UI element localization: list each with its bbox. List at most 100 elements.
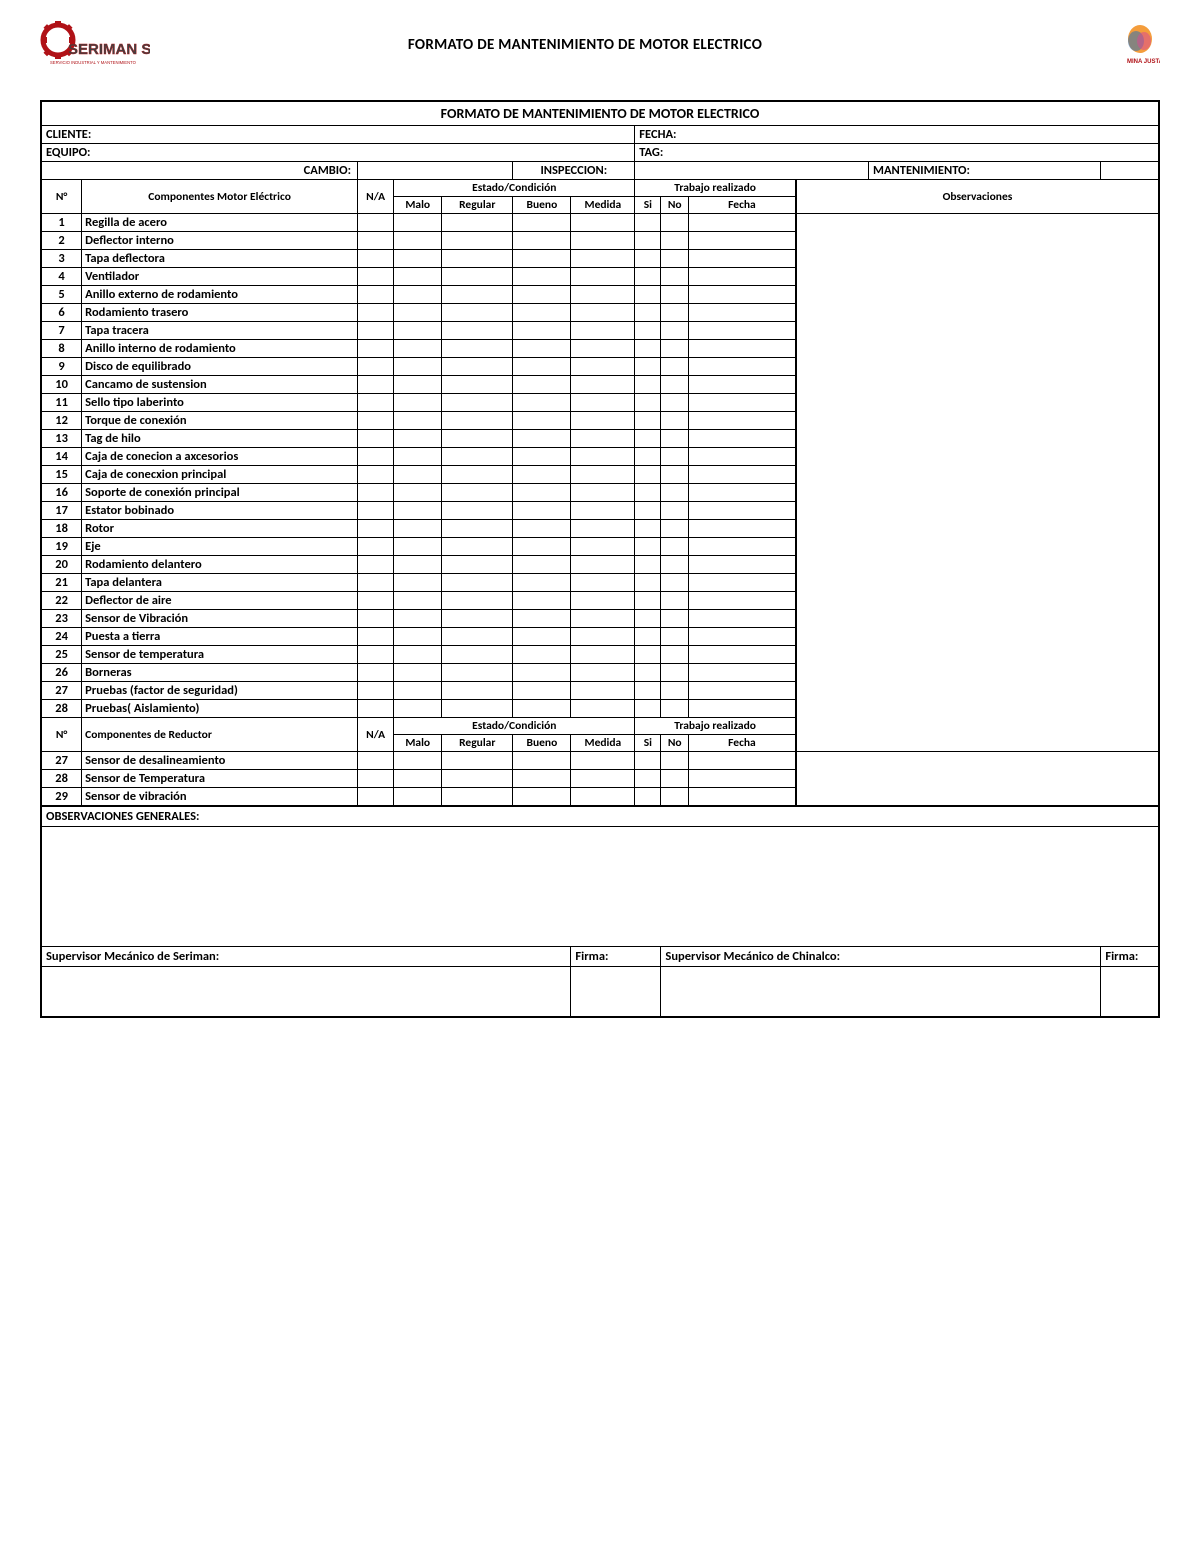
bueno-cell[interactable] bbox=[513, 610, 571, 628]
fecha-cell[interactable] bbox=[688, 556, 795, 574]
si-cell[interactable] bbox=[635, 322, 661, 340]
fecha-cell[interactable] bbox=[688, 340, 795, 358]
regular-cell[interactable] bbox=[442, 286, 513, 304]
medida-cell[interactable] bbox=[571, 376, 635, 394]
medida-cell[interactable] bbox=[571, 502, 635, 520]
no-cell[interactable] bbox=[661, 322, 689, 340]
medida-cell[interactable] bbox=[571, 322, 635, 340]
malo-cell[interactable] bbox=[394, 556, 442, 574]
medida-cell[interactable] bbox=[571, 664, 635, 682]
regular-cell[interactable] bbox=[442, 592, 513, 610]
bueno-cell[interactable] bbox=[513, 232, 571, 250]
malo-cell[interactable] bbox=[394, 340, 442, 358]
malo-cell[interactable] bbox=[394, 376, 442, 394]
bueno-cell[interactable] bbox=[513, 322, 571, 340]
regular-cell[interactable] bbox=[442, 412, 513, 430]
bueno-cell[interactable] bbox=[513, 394, 571, 412]
medida-cell[interactable] bbox=[571, 340, 635, 358]
malo-cell[interactable] bbox=[394, 430, 442, 448]
malo-cell[interactable] bbox=[394, 538, 442, 556]
medida-cell[interactable] bbox=[571, 250, 635, 268]
fecha-cell[interactable] bbox=[688, 268, 795, 286]
si-cell[interactable] bbox=[635, 376, 661, 394]
malo-cell[interactable] bbox=[394, 646, 442, 664]
regular-cell[interactable] bbox=[442, 250, 513, 268]
na-cell[interactable] bbox=[358, 664, 394, 682]
malo-cell[interactable] bbox=[394, 484, 442, 502]
fecha-cell[interactable] bbox=[688, 592, 795, 610]
si-cell[interactable] bbox=[635, 520, 661, 538]
fecha-cell[interactable] bbox=[688, 214, 795, 232]
medida-cell[interactable] bbox=[571, 304, 635, 322]
na-cell[interactable] bbox=[358, 646, 394, 664]
malo-cell[interactable] bbox=[394, 628, 442, 646]
bueno-cell[interactable] bbox=[513, 752, 571, 770]
si-cell[interactable] bbox=[635, 412, 661, 430]
fecha-cell[interactable] bbox=[688, 664, 795, 682]
si-cell[interactable] bbox=[635, 394, 661, 412]
fecha-cell[interactable] bbox=[688, 502, 795, 520]
na-cell[interactable] bbox=[358, 502, 394, 520]
medida-cell[interactable] bbox=[571, 448, 635, 466]
na-cell[interactable] bbox=[358, 250, 394, 268]
na-cell[interactable] bbox=[358, 448, 394, 466]
bueno-cell[interactable] bbox=[513, 556, 571, 574]
bueno-cell[interactable] bbox=[513, 376, 571, 394]
na-cell[interactable] bbox=[358, 412, 394, 430]
malo-cell[interactable] bbox=[394, 664, 442, 682]
no-cell[interactable] bbox=[661, 556, 689, 574]
medida-cell[interactable] bbox=[571, 232, 635, 250]
medida-cell[interactable] bbox=[571, 628, 635, 646]
malo-cell[interactable] bbox=[394, 752, 442, 770]
medida-cell[interactable] bbox=[571, 700, 635, 718]
bueno-cell[interactable] bbox=[513, 268, 571, 286]
medida-cell[interactable] bbox=[571, 520, 635, 538]
inspeccion-value[interactable] bbox=[635, 162, 869, 180]
no-cell[interactable] bbox=[661, 250, 689, 268]
fecha-cell[interactable] bbox=[688, 574, 795, 592]
bueno-cell[interactable] bbox=[513, 430, 571, 448]
si-cell[interactable] bbox=[635, 646, 661, 664]
medida-cell[interactable] bbox=[571, 574, 635, 592]
regular-cell[interactable] bbox=[442, 502, 513, 520]
no-cell[interactable] bbox=[661, 628, 689, 646]
si-cell[interactable] bbox=[635, 556, 661, 574]
na-cell[interactable] bbox=[358, 376, 394, 394]
fecha-cell[interactable] bbox=[688, 430, 795, 448]
fecha-cell[interactable] bbox=[688, 448, 795, 466]
si-cell[interactable] bbox=[635, 682, 661, 700]
malo-cell[interactable] bbox=[394, 322, 442, 340]
na-cell[interactable] bbox=[358, 574, 394, 592]
medida-cell[interactable] bbox=[571, 394, 635, 412]
fecha-cell[interactable] bbox=[688, 376, 795, 394]
si-cell[interactable] bbox=[635, 538, 661, 556]
fecha-cell[interactable] bbox=[688, 700, 795, 718]
no-cell[interactable] bbox=[661, 430, 689, 448]
malo-cell[interactable] bbox=[394, 358, 442, 376]
medida-cell[interactable] bbox=[571, 268, 635, 286]
medida-cell[interactable] bbox=[571, 412, 635, 430]
si-cell[interactable] bbox=[635, 304, 661, 322]
malo-cell[interactable] bbox=[394, 448, 442, 466]
regular-cell[interactable] bbox=[442, 430, 513, 448]
fecha-cell[interactable] bbox=[688, 610, 795, 628]
no-cell[interactable] bbox=[661, 268, 689, 286]
no-cell[interactable] bbox=[661, 646, 689, 664]
fecha-cell[interactable] bbox=[688, 538, 795, 556]
si-cell[interactable] bbox=[635, 286, 661, 304]
fecha-cell[interactable] bbox=[688, 788, 795, 807]
no-cell[interactable] bbox=[661, 592, 689, 610]
malo-cell[interactable] bbox=[394, 250, 442, 268]
bueno-cell[interactable] bbox=[513, 788, 571, 807]
si-cell[interactable] bbox=[635, 752, 661, 770]
bueno-cell[interactable] bbox=[513, 682, 571, 700]
fecha-cell[interactable] bbox=[688, 646, 795, 664]
bueno-cell[interactable] bbox=[513, 484, 571, 502]
no-cell[interactable] bbox=[661, 502, 689, 520]
regular-cell[interactable] bbox=[442, 682, 513, 700]
bueno-cell[interactable] bbox=[513, 770, 571, 788]
na-cell[interactable] bbox=[358, 520, 394, 538]
si-cell[interactable] bbox=[635, 700, 661, 718]
na-cell[interactable] bbox=[358, 770, 394, 788]
fecha-cell[interactable] bbox=[688, 286, 795, 304]
